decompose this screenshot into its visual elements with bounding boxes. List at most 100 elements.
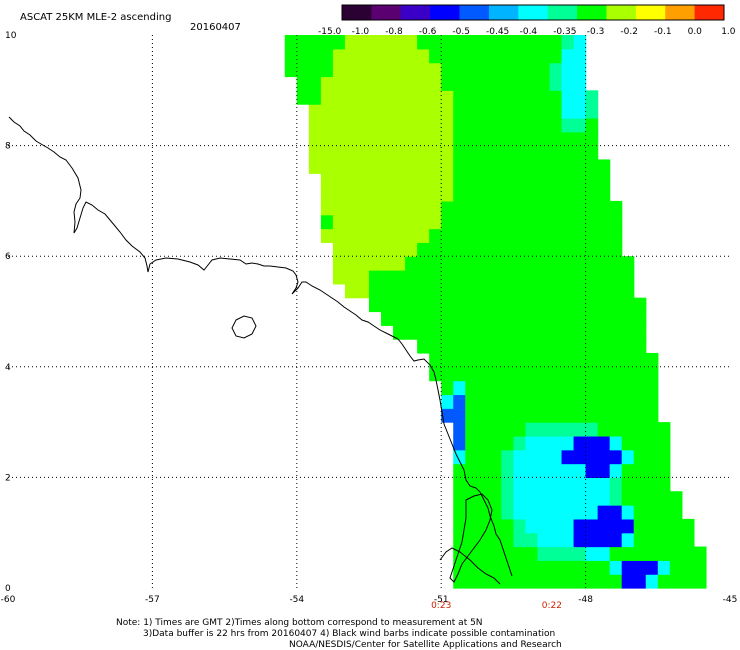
data-cell	[573, 159, 587, 174]
data-cell	[621, 518, 635, 534]
data-cell	[429, 62, 442, 78]
data-cell	[369, 270, 382, 285]
data-cell	[393, 325, 406, 340]
data-cell	[393, 104, 406, 119]
data-cell	[549, 187, 563, 202]
data-cell	[525, 76, 539, 91]
data-cell	[501, 491, 514, 506]
colorbar-label: 1.0	[721, 27, 736, 37]
data-cell	[356, 214, 370, 230]
data-cell	[405, 35, 418, 50]
data-cell	[501, 394, 514, 409]
data-cell	[525, 574, 539, 589]
data-cell	[633, 532, 647, 548]
colorbar-label: -0.35	[553, 27, 576, 37]
data-cell	[549, 449, 563, 465]
data-cell	[344, 283, 358, 299]
data-cell	[489, 339, 502, 354]
data-cell	[296, 35, 310, 50]
data-cell	[441, 131, 454, 147]
data-cell	[621, 256, 635, 271]
data-cell	[369, 48, 382, 64]
data-cell	[561, 518, 575, 534]
data-cell	[585, 117, 599, 133]
data-cell	[453, 422, 466, 437]
data-cell	[489, 297, 502, 313]
data-cell	[609, 560, 623, 575]
data-cell	[429, 117, 442, 133]
data-cell	[561, 394, 575, 409]
colorbar-swatch	[577, 5, 607, 20]
data-cell	[296, 90, 310, 105]
data-cell	[513, 187, 527, 202]
data-cell	[585, 408, 599, 423]
data-cell	[320, 104, 334, 119]
data-cell	[477, 574, 490, 589]
data-cell	[537, 131, 551, 147]
data-cell	[381, 104, 394, 119]
data-cell	[645, 463, 659, 478]
data-cell	[609, 491, 623, 506]
data-cell	[609, 463, 623, 478]
data-cell	[645, 518, 659, 534]
data-cell	[681, 574, 695, 589]
data-cell	[429, 228, 442, 243]
data-cell	[332, 187, 346, 202]
data-cell	[609, 380, 623, 396]
data-cell	[573, 435, 587, 451]
data-cell	[501, 35, 514, 50]
data-cell	[525, 242, 539, 257]
data-cell	[489, 131, 502, 147]
data-cell	[561, 90, 575, 105]
data-cell	[645, 380, 659, 396]
colorbar-label: -0.2	[620, 27, 638, 37]
data-cell	[465, 546, 478, 561]
data-cell	[465, 90, 478, 105]
data-cell	[585, 477, 599, 492]
data-cell	[344, 145, 358, 161]
data-cell	[369, 242, 382, 257]
data-cell	[609, 242, 623, 257]
data-cell	[417, 90, 430, 105]
data-cell	[537, 505, 551, 520]
data-cell	[489, 422, 502, 437]
data-cell	[573, 422, 587, 437]
data-cell	[573, 283, 587, 299]
data-cell	[405, 242, 418, 257]
data-cell	[609, 435, 623, 451]
data-cell	[405, 159, 418, 174]
data-cell	[381, 145, 394, 161]
data-cell	[344, 62, 358, 78]
data-cell	[489, 325, 502, 340]
data-cell	[549, 408, 563, 423]
data-cell	[573, 270, 587, 285]
data-cell	[609, 574, 623, 589]
data-cell	[477, 200, 490, 216]
data-cell	[489, 145, 502, 161]
data-cell	[621, 297, 635, 313]
data-cell	[573, 104, 587, 119]
data-cell	[501, 380, 514, 396]
data-cell	[344, 214, 358, 230]
data-cell	[417, 131, 430, 147]
colorbar-swatch	[459, 5, 490, 20]
data-cell	[465, 242, 478, 257]
data-cell	[453, 311, 466, 326]
data-cell	[417, 104, 430, 119]
data-cell	[633, 422, 647, 437]
data-cell	[417, 228, 430, 243]
data-cell	[525, 532, 539, 548]
data-cell	[489, 62, 502, 78]
data-cell	[393, 242, 406, 257]
data-cell	[645, 449, 659, 465]
data-cell	[549, 90, 563, 105]
data-cell	[513, 62, 527, 78]
data-cell	[453, 339, 466, 354]
data-cell	[393, 297, 406, 313]
data-cell	[525, 270, 539, 285]
x-tick-label: -48	[578, 595, 593, 605]
data-cell	[513, 214, 527, 230]
data-cell	[441, 173, 454, 188]
data-cell	[573, 518, 587, 534]
data-cell	[633, 491, 647, 506]
